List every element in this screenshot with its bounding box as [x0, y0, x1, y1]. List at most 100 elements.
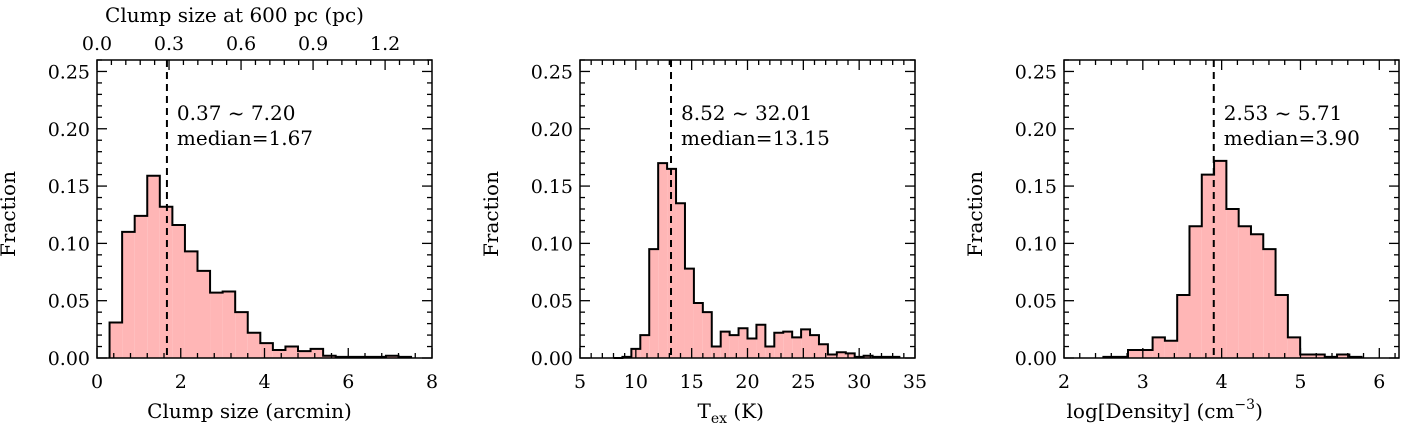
x-tick-label: 6 — [1373, 371, 1385, 393]
x-tick-label: 4 — [258, 371, 270, 393]
histogram-bar — [684, 268, 694, 358]
histogram-bar — [676, 203, 685, 358]
histogram-bar — [649, 249, 659, 358]
histogram-bar — [1300, 354, 1313, 358]
chart-panel-2: 5 10 15 20 25 30 35 0.00 0.05 0.10 0.15 0.20 0.25 Fra… — [479, 61, 927, 393]
histogram-bar — [863, 355, 873, 358]
histogram-bar — [1128, 349, 1141, 358]
y-tick-label: 0.00 — [1015, 348, 1057, 370]
histogram-bar — [323, 355, 336, 358]
y-tick-label: 0.15 — [48, 176, 90, 198]
y-axis-title: Fraction — [479, 171, 503, 257]
x-tick-label: 5 — [574, 371, 586, 393]
histogram-bar — [272, 349, 286, 358]
histogram-bar — [172, 225, 185, 358]
histogram-bar — [1140, 349, 1153, 358]
histogram-bar — [1152, 337, 1165, 358]
histogram-bar — [658, 163, 668, 358]
histogram-bar — [640, 335, 650, 358]
histogram-bar — [1337, 354, 1350, 358]
histogram-bar — [147, 175, 160, 358]
histogram-bar — [285, 346, 298, 358]
histogram-bar — [667, 168, 677, 358]
histogram-bar — [756, 324, 766, 358]
histogram-bar — [836, 352, 846, 358]
x-tick-label: 20 — [735, 371, 759, 393]
histogram-bar — [774, 332, 784, 358]
histogram-bar — [235, 312, 248, 358]
histogram-bar — [747, 338, 757, 358]
y-tick-label: 0.25 — [1015, 61, 1057, 83]
x-tick-label: 4 — [1216, 371, 1228, 393]
histogram-outline — [613, 162, 901, 359]
x-axis-title: Clump size (arcmin) — [147, 399, 352, 423]
top-x-axis-title: Clump size at 600 pc (pc) — [105, 3, 364, 27]
annotation-median: median=1.67 — [177, 126, 313, 150]
histogram-bar — [1226, 209, 1239, 358]
histogram-bar — [1177, 294, 1190, 358]
histogram-bar — [109, 322, 123, 358]
top-x-tick-label: 0.0 — [82, 33, 112, 55]
histogram-bar — [1275, 294, 1288, 358]
histogram-bar — [1250, 234, 1264, 358]
histogram-bar — [197, 270, 211, 358]
y-tick-label: 0.15 — [531, 176, 573, 198]
histogram-bar — [729, 335, 739, 358]
y-tick-label: 0.00 — [531, 348, 573, 370]
histogram-bar — [134, 215, 148, 358]
histogram-bar — [845, 353, 855, 358]
histogram-bar — [801, 329, 811, 358]
x-tick-label: 30 — [847, 371, 871, 393]
annotation-range: 2.53 ~ 5.71 — [1224, 101, 1343, 125]
annotation-median: median=13.15 — [681, 126, 830, 150]
y-tick-label: 0.25 — [531, 61, 573, 83]
y-tick-label: 0.15 — [1015, 176, 1057, 198]
y-tick-label: 0.05 — [1015, 291, 1057, 313]
histogram-bar — [310, 348, 324, 358]
histogram-bar — [1164, 340, 1178, 358]
x-tick-label: 2 — [175, 371, 187, 393]
histogram-bar — [1189, 226, 1202, 358]
y-tick-label: 0.10 — [531, 233, 573, 255]
x-tick-label: 10 — [624, 371, 648, 393]
x-tick-label: 0 — [91, 371, 103, 393]
histogram-bar — [738, 328, 748, 358]
y-tick-label: 0.05 — [531, 291, 573, 313]
histogram-bar — [693, 302, 703, 358]
histogram-outline — [108, 174, 413, 358]
chart-panel-3: 2 3 4 5 6 0.00 0.05 0.10 0.15 0.20 0.25 Fraction 2.5… — [963, 61, 1385, 393]
histogram-outline — [1102, 159, 1363, 358]
histogram-bar — [1312, 354, 1325, 358]
top-x-tick-label: 0.6 — [226, 33, 256, 55]
histogram-bar — [783, 331, 793, 358]
x-tick-label: 35 — [903, 371, 927, 393]
annotation-range: 0.37 ~ 7.20 — [177, 101, 296, 125]
annotation-range: 8.52 ~ 32.01 — [681, 101, 812, 125]
histogram-bar — [298, 351, 311, 358]
histogram-bar — [122, 231, 135, 358]
histogram-bar — [1214, 160, 1227, 358]
x-tick-label: 2 — [1058, 371, 1070, 393]
histogram-bar — [827, 354, 837, 358]
x-tick-label: 25 — [791, 371, 815, 393]
x-tick-label: 15 — [680, 371, 704, 393]
histogram-bar — [1201, 174, 1215, 358]
histogram-bar — [702, 312, 712, 358]
x-tick-label: 5 — [1294, 371, 1306, 393]
histogram-bar — [711, 346, 721, 358]
annotation-median: median=3.90 — [1224, 126, 1360, 150]
histogram-bar — [260, 343, 273, 358]
y-tick-label: 0.20 — [1015, 119, 1057, 141]
top-x-tick-label: 1.2 — [370, 33, 400, 55]
top-x-tick-label: 0.9 — [298, 33, 328, 55]
y-tick-label: 0.25 — [48, 61, 90, 83]
histogram-bar — [385, 355, 399, 358]
histogram-bar — [818, 344, 828, 358]
y-tick-label: 0.20 — [48, 119, 90, 141]
y-tick-label: 0.20 — [531, 119, 573, 141]
histogram-bar — [810, 335, 819, 358]
x-tick-label: 8 — [426, 371, 438, 393]
histogram-bar — [247, 332, 261, 358]
y-tick-label: 0.10 — [48, 233, 90, 255]
